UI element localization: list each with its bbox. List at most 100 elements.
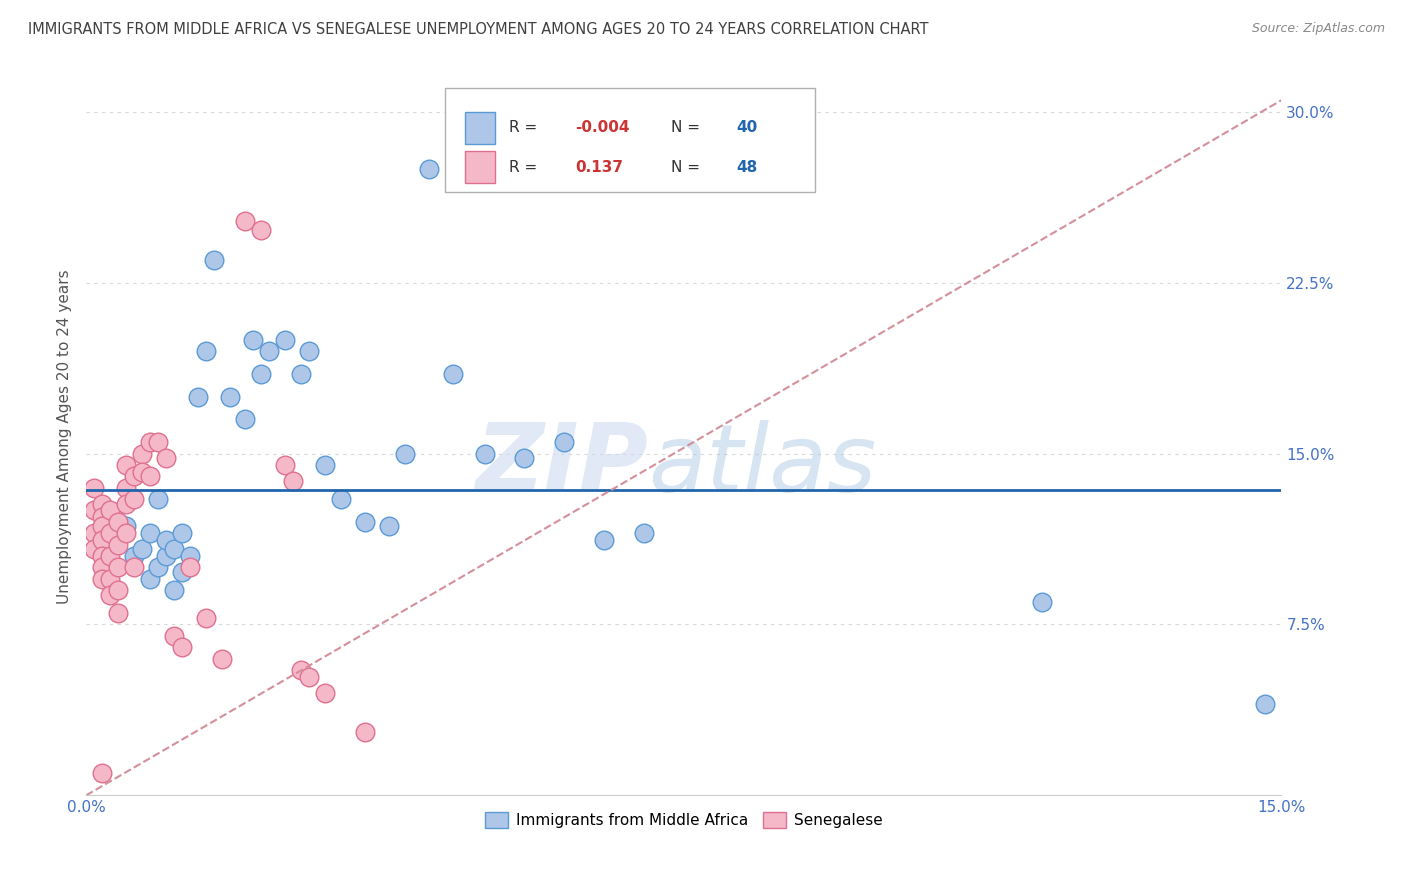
Point [131, 446, 153, 460]
Point [107, 515, 129, 529]
Point [354, 515, 377, 529]
Point [593, 533, 616, 548]
Point [378, 519, 401, 533]
Point [1254, 697, 1277, 711]
Point [163, 583, 186, 598]
Point [418, 161, 440, 176]
FancyBboxPatch shape [465, 151, 495, 184]
Point [155, 549, 177, 563]
Point [298, 670, 321, 684]
Point [283, 474, 305, 488]
Point [211, 651, 233, 665]
Point [194, 610, 217, 624]
Point [83, 481, 105, 495]
Point [394, 446, 416, 460]
Point [83, 526, 105, 541]
Point [115, 458, 138, 472]
Point [139, 469, 162, 483]
Point [131, 465, 153, 479]
Point [187, 390, 209, 404]
Point [115, 519, 138, 533]
Point [91, 549, 114, 563]
Point [290, 367, 312, 381]
Text: 48: 48 [737, 160, 758, 175]
Point [83, 542, 105, 557]
Point [98, 503, 121, 517]
Point [298, 343, 321, 358]
Text: N =: N = [671, 160, 704, 175]
Point [139, 526, 162, 541]
Point [107, 560, 129, 574]
Point [553, 435, 575, 450]
Legend: Immigrants from Middle Africa, Senegalese: Immigrants from Middle Africa, Senegales… [479, 806, 889, 834]
Text: 40: 40 [737, 120, 758, 136]
Point [98, 588, 121, 602]
Point [91, 510, 114, 524]
Point [170, 526, 193, 541]
Point [179, 549, 201, 563]
Point [441, 367, 464, 381]
Point [179, 560, 201, 574]
Point [155, 451, 177, 466]
Point [202, 252, 225, 267]
FancyBboxPatch shape [465, 112, 495, 144]
Point [139, 435, 162, 450]
Point [98, 549, 121, 563]
Point [91, 560, 114, 574]
Point [115, 497, 138, 511]
Point [474, 446, 496, 460]
Point [122, 560, 145, 574]
Point [314, 686, 336, 700]
Point [218, 390, 240, 404]
Point [91, 765, 114, 780]
Point [107, 515, 129, 529]
FancyBboxPatch shape [444, 88, 815, 193]
Text: -0.004: -0.004 [575, 120, 630, 136]
Point [330, 492, 353, 507]
Point [131, 542, 153, 557]
Point [146, 435, 169, 450]
Point [115, 526, 138, 541]
Point [91, 497, 114, 511]
Point [290, 663, 312, 677]
Text: 0.137: 0.137 [575, 160, 623, 175]
Point [91, 533, 114, 548]
Point [170, 640, 193, 655]
Point [1031, 595, 1053, 609]
Point [314, 458, 336, 472]
Point [274, 458, 297, 472]
Point [194, 343, 217, 358]
Point [274, 333, 297, 347]
Point [235, 412, 257, 426]
Y-axis label: Unemployment Among Ages 20 to 24 years: Unemployment Among Ages 20 to 24 years [58, 269, 72, 604]
Text: Source: ZipAtlas.com: Source: ZipAtlas.com [1251, 22, 1385, 36]
Text: atlas: atlas [648, 419, 876, 510]
Point [122, 492, 145, 507]
Point [98, 526, 121, 541]
Point [83, 503, 105, 517]
Text: IMMIGRANTS FROM MIDDLE AFRICA VS SENEGALESE UNEMPLOYMENT AMONG AGES 20 TO 24 YEA: IMMIGRANTS FROM MIDDLE AFRICA VS SENEGAL… [28, 22, 928, 37]
Point [146, 492, 169, 507]
Point [170, 565, 193, 579]
Text: ZIP: ZIP [475, 419, 648, 511]
Point [146, 560, 169, 574]
Point [98, 572, 121, 586]
Text: R =: R = [509, 160, 543, 175]
Point [513, 451, 536, 466]
Point [107, 583, 129, 598]
Point [354, 724, 377, 739]
Point [115, 481, 138, 495]
Point [259, 343, 281, 358]
Text: N =: N = [671, 120, 704, 136]
Point [163, 629, 186, 643]
Point [122, 469, 145, 483]
Point [242, 333, 264, 347]
Text: R =: R = [509, 120, 543, 136]
Point [250, 367, 273, 381]
Point [122, 549, 145, 563]
Point [633, 526, 655, 541]
Point [155, 533, 177, 548]
Point [139, 572, 162, 586]
Point [107, 538, 129, 552]
Point [107, 606, 129, 620]
